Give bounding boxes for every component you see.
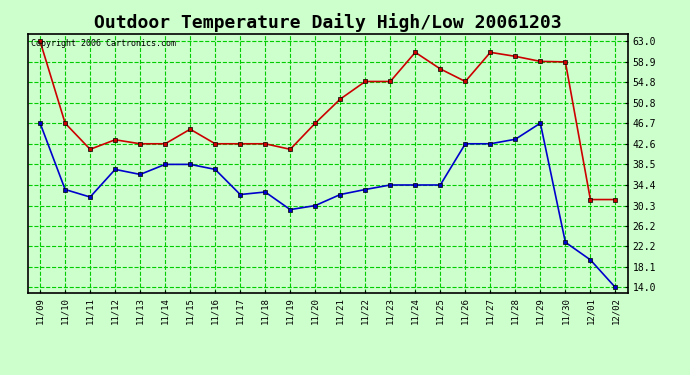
Title: Outdoor Temperature Daily High/Low 20061203: Outdoor Temperature Daily High/Low 20061… — [94, 13, 562, 32]
Text: Copyright 2006 Cartronics.com: Copyright 2006 Cartronics.com — [30, 39, 175, 48]
